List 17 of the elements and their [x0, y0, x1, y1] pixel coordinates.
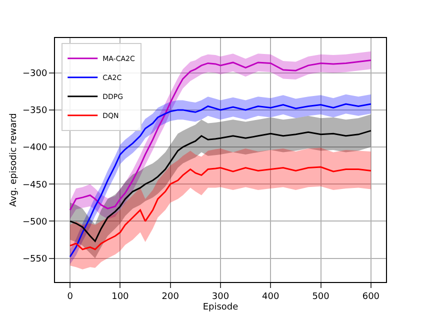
y-tick-label: −300 — [22, 69, 48, 80]
x-tick-label: 600 — [362, 292, 380, 302]
x-tick-label: 100 — [112, 292, 130, 302]
x-tick-label: 500 — [312, 292, 330, 302]
line-series — [69, 130, 372, 242]
y-tick-label: −550 — [22, 254, 48, 264]
line-series — [69, 166, 372, 250]
y-tick-label: −500 — [22, 217, 48, 228]
x-tick-label: 200 — [162, 292, 180, 302]
x-tick-label: 0 — [67, 292, 74, 302]
x-tick-label: 300 — [212, 292, 230, 302]
x-tick-label: 400 — [262, 292, 280, 302]
x-axis-title: Episode — [202, 302, 239, 313]
y-tick-label: −450 — [22, 180, 48, 190]
y-axis-title: Avg. episodic reward — [8, 113, 19, 207]
y-tick-label: −350 — [22, 106, 48, 116]
y-tick-label: −400 — [22, 143, 48, 154]
